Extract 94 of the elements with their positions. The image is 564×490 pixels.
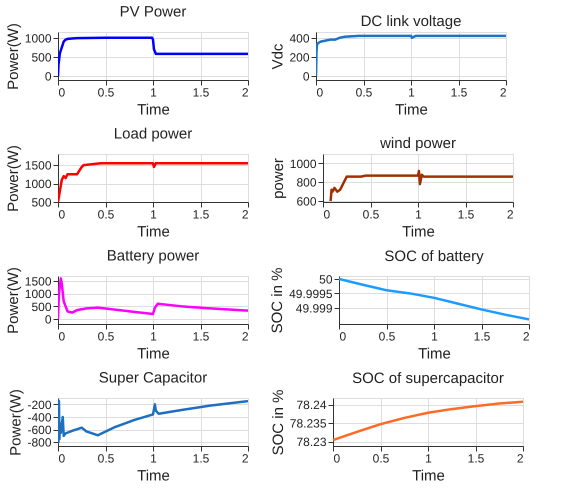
y-axis-title: power	[270, 158, 287, 199]
x-tick-label: 2	[242, 452, 249, 466]
line-series	[339, 278, 529, 321]
y-tick-label: 49.9995	[289, 286, 333, 301]
x-tick-label: 1	[150, 330, 158, 344]
y-tick-label: 1000	[24, 177, 52, 192]
x-tick-label: 1.5	[192, 452, 210, 466]
chart-title: wind power	[379, 135, 456, 152]
x-axis-title: Time	[137, 346, 170, 362]
x-tick-label: 0.5	[362, 208, 380, 222]
y-tick-label: -600	[27, 423, 52, 438]
x-tick-label: 1.5	[450, 86, 468, 100]
chart-title: SOC of battery	[384, 248, 484, 266]
x-tick-label: 2	[500, 86, 507, 100]
y-tick-label: 400	[289, 31, 310, 46]
y-tick-label: 500	[31, 300, 52, 314]
x-tick-label: 0	[340, 330, 346, 344]
y-axis-title: Power(W)	[4, 145, 22, 212]
y-tick-label: 600	[296, 194, 317, 209]
x-tick-label: 0.5	[356, 86, 373, 100]
x-tick-label: 2	[242, 208, 249, 222]
line-series	[58, 398, 248, 444]
x-tick-label: 1	[431, 330, 438, 344]
x-tick-label: 1	[150, 452, 158, 466]
x-axis-title: Time	[137, 224, 170, 240]
x-tick-label: 0.5	[378, 330, 396, 344]
line-series	[333, 400, 523, 442]
x-tick-label: 2	[242, 86, 249, 100]
y-tick-label: 50	[319, 272, 333, 286]
y-tick-label: 1000	[24, 31, 52, 46]
y-axis-title: Power(W)	[4, 23, 22, 90]
x-tick-label: 0.5	[98, 452, 115, 466]
x-tick-label: 1.5	[468, 452, 485, 466]
x-axis-title: Time	[412, 468, 445, 484]
line-series	[58, 277, 248, 320]
x-tick-label: 2	[506, 208, 514, 222]
y-tick-label: -400	[27, 410, 52, 424]
y-axis-title: SOC in %	[270, 390, 287, 456]
x-tick-label: 1.5	[474, 330, 491, 344]
line-series	[58, 36, 248, 78]
x-tick-label: 0	[58, 86, 66, 100]
chart-title: Super Capacitor	[98, 370, 208, 387]
y-axis-title: SOC in %	[269, 268, 286, 334]
y-tick-label: -800	[27, 436, 52, 450]
x-tick-label: 2	[516, 452, 524, 466]
x-tick-label: 0.5	[98, 208, 115, 222]
y-tick-label: 0	[302, 70, 310, 84]
y-tick-label: 0	[44, 312, 52, 326]
x-tick-label: 0	[58, 208, 66, 222]
x-tick-label: 1.5	[192, 330, 210, 344]
y-tick-label: 1500	[24, 274, 52, 289]
y-tick-label: 78.23	[296, 435, 327, 450]
y-tick-label: -200	[27, 398, 52, 412]
x-tick-label: 2	[242, 330, 249, 344]
x-tick-label: 1	[415, 208, 422, 222]
y-axis-title: Power(W)	[4, 267, 22, 334]
x-axis-title: Time	[137, 102, 170, 118]
y-tick-label: 800	[296, 176, 317, 190]
y-tick-label: 1500	[24, 158, 52, 173]
x-tick-label: 1	[150, 208, 158, 222]
y-tick-label: 500	[31, 50, 52, 64]
x-axis-title: Time	[402, 224, 435, 240]
x-axis-title: Time	[395, 102, 428, 118]
x-tick-label: 2	[522, 330, 530, 344]
x-tick-label: 1.5	[192, 86, 210, 100]
y-tick-label: 78.235	[290, 416, 327, 431]
y-tick-label: 200	[289, 50, 310, 64]
x-tick-label: 0	[58, 330, 66, 344]
chart-title: Load power	[114, 126, 192, 143]
x-tick-label: 1	[425, 452, 432, 466]
x-tick-label: 0.5	[98, 330, 115, 344]
y-tick-label: 1000	[24, 287, 52, 302]
x-tick-label: 0.5	[372, 452, 390, 466]
chart-title: PV Power	[120, 4, 186, 21]
y-axis-title: Vdc	[269, 43, 286, 70]
x-axis-title: Time	[137, 468, 170, 484]
line-series	[316, 34, 506, 78]
y-tick-label: 49.999	[296, 302, 333, 316]
chart-title: DC link voltage	[360, 12, 462, 30]
y-tick-label: 500	[31, 196, 52, 210]
line-series	[329, 170, 513, 202]
x-tick-label: 1.5	[192, 208, 210, 222]
chart-title: Battery power	[106, 248, 200, 265]
x-tick-label: 0	[58, 452, 66, 466]
x-tick-label: 1	[408, 86, 416, 100]
y-tick-label: 0	[44, 70, 52, 84]
x-tick-label: 1.5	[458, 208, 475, 222]
y-tick-label: 78.24	[296, 398, 327, 412]
x-tick-label: 0.5	[98, 86, 115, 100]
y-tick-label: 1000	[290, 156, 317, 171]
x-tick-label: 1	[150, 86, 158, 100]
y-axis-title: Power(W)	[7, 389, 24, 456]
chart-title: SOC of supercapacitor	[352, 370, 504, 388]
x-axis-title: Time	[418, 346, 451, 362]
